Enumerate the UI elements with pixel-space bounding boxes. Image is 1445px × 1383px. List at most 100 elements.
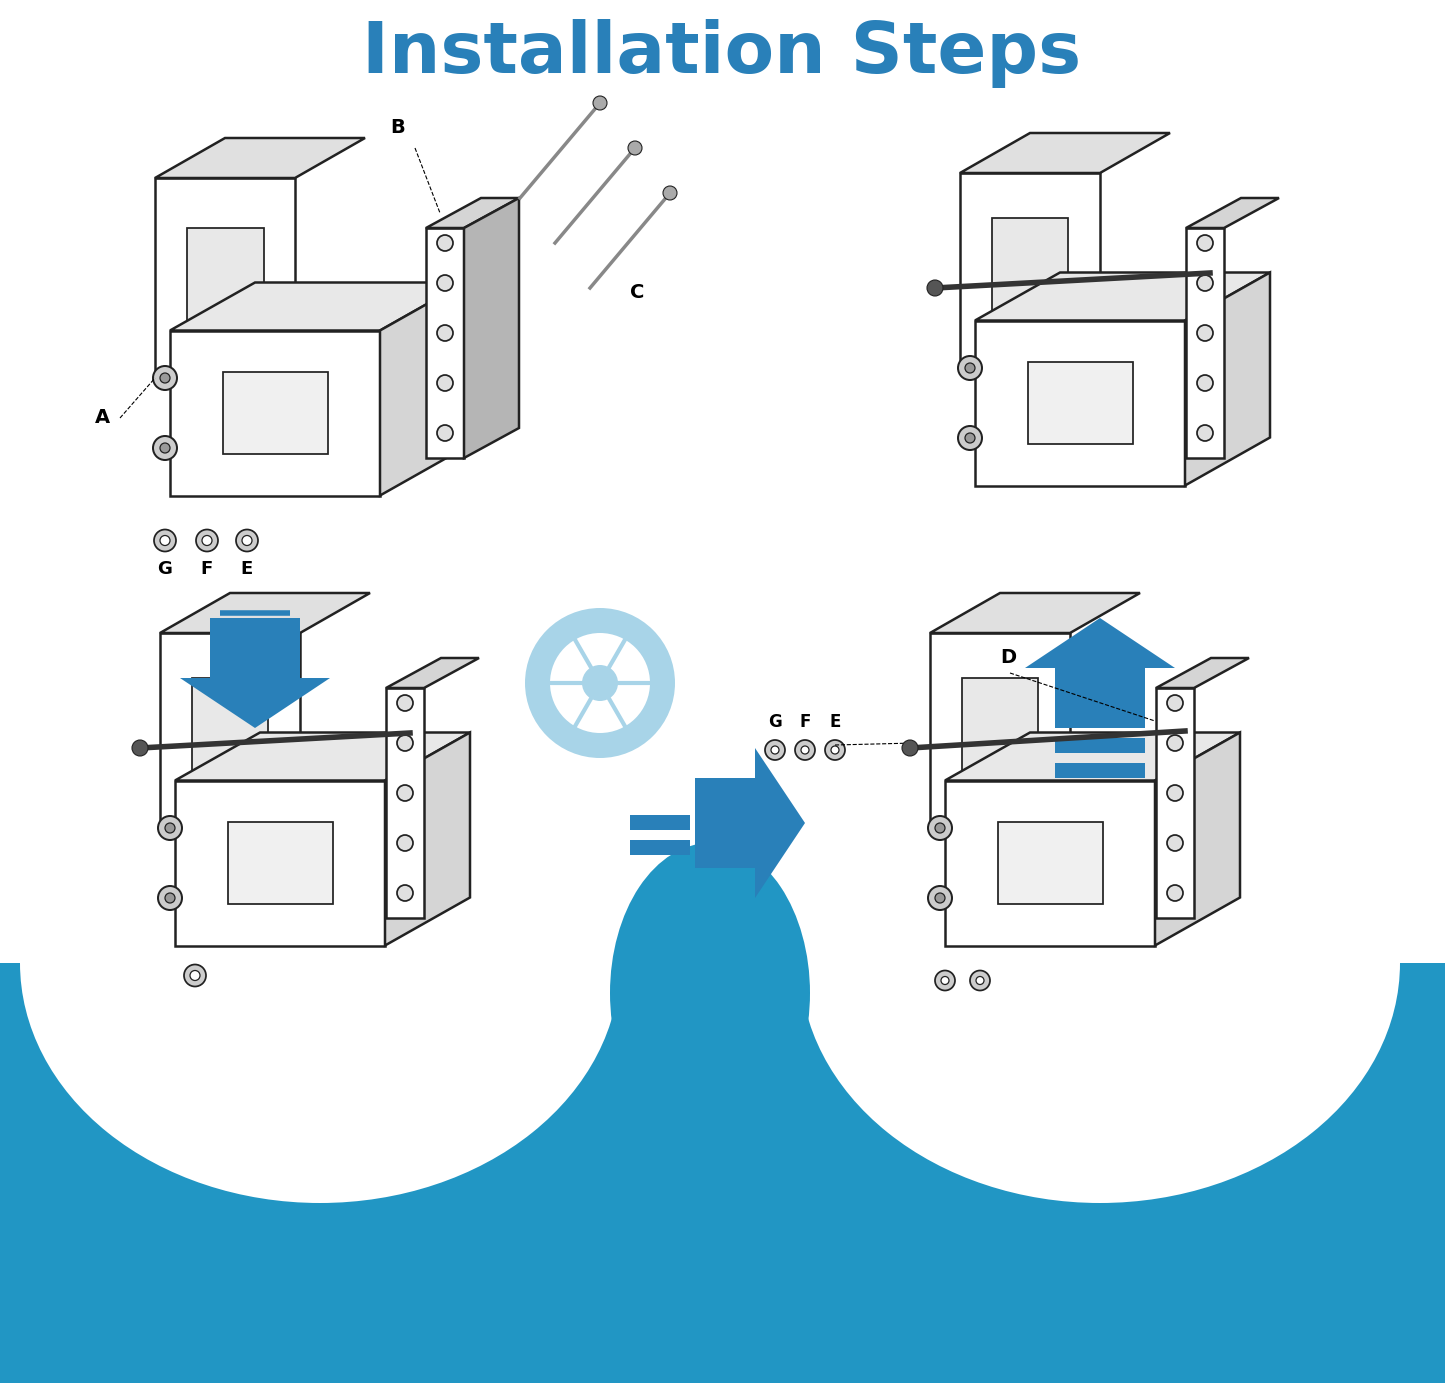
- Polygon shape: [931, 633, 1069, 833]
- Circle shape: [1196, 425, 1212, 441]
- Circle shape: [629, 141, 642, 155]
- Polygon shape: [1185, 272, 1270, 485]
- Polygon shape: [1156, 658, 1248, 687]
- Circle shape: [155, 530, 176, 552]
- Polygon shape: [386, 658, 478, 687]
- Circle shape: [764, 740, 785, 761]
- Circle shape: [1168, 885, 1183, 900]
- Circle shape: [184, 964, 207, 986]
- Polygon shape: [975, 272, 1270, 321]
- Bar: [630, 839, 691, 855]
- Circle shape: [928, 279, 944, 296]
- Circle shape: [970, 971, 990, 990]
- Circle shape: [941, 976, 949, 985]
- Polygon shape: [931, 593, 1140, 633]
- Polygon shape: [695, 748, 805, 898]
- Polygon shape: [1156, 687, 1194, 918]
- Polygon shape: [160, 633, 301, 833]
- Polygon shape: [1025, 618, 1175, 727]
- Circle shape: [928, 887, 952, 910]
- Circle shape: [1196, 235, 1212, 250]
- Circle shape: [663, 185, 678, 201]
- Polygon shape: [426, 198, 519, 228]
- Circle shape: [397, 885, 413, 900]
- Polygon shape: [223, 372, 328, 454]
- Circle shape: [801, 745, 809, 754]
- Polygon shape: [155, 138, 366, 178]
- Polygon shape: [464, 198, 519, 458]
- Polygon shape: [959, 173, 1100, 373]
- Circle shape: [831, 745, 840, 754]
- Circle shape: [1168, 696, 1183, 711]
- Circle shape: [436, 275, 452, 290]
- Polygon shape: [1186, 228, 1224, 458]
- Ellipse shape: [20, 723, 620, 1203]
- Polygon shape: [997, 822, 1103, 904]
- Circle shape: [158, 887, 182, 910]
- Polygon shape: [975, 321, 1185, 485]
- Circle shape: [158, 816, 182, 839]
- Polygon shape: [962, 678, 1038, 788]
- Circle shape: [160, 443, 171, 454]
- Circle shape: [795, 740, 815, 761]
- Polygon shape: [384, 733, 470, 946]
- Polygon shape: [1027, 362, 1133, 444]
- Polygon shape: [426, 228, 464, 458]
- Circle shape: [935, 823, 945, 833]
- Circle shape: [197, 530, 218, 552]
- Circle shape: [165, 823, 175, 833]
- Polygon shape: [155, 178, 295, 378]
- Polygon shape: [181, 618, 329, 727]
- Ellipse shape: [610, 844, 811, 1142]
- Polygon shape: [945, 780, 1155, 946]
- Circle shape: [153, 366, 176, 390]
- Circle shape: [1196, 275, 1212, 290]
- Polygon shape: [160, 593, 370, 633]
- Circle shape: [397, 734, 413, 751]
- Text: F: F: [799, 714, 811, 732]
- Circle shape: [935, 971, 955, 990]
- Bar: [1055, 763, 1144, 779]
- Circle shape: [1196, 375, 1212, 391]
- Circle shape: [436, 375, 452, 391]
- Circle shape: [202, 535, 212, 545]
- Circle shape: [397, 696, 413, 711]
- Polygon shape: [380, 282, 465, 495]
- Circle shape: [241, 535, 251, 545]
- Circle shape: [525, 609, 675, 758]
- Polygon shape: [993, 219, 1068, 328]
- Polygon shape: [1186, 198, 1279, 228]
- Circle shape: [153, 436, 176, 461]
- Text: G: G: [769, 714, 782, 732]
- Polygon shape: [1155, 733, 1240, 946]
- Polygon shape: [171, 282, 465, 331]
- Text: E: E: [829, 714, 841, 732]
- Ellipse shape: [801, 723, 1400, 1203]
- Circle shape: [1168, 835, 1183, 851]
- Circle shape: [935, 893, 945, 903]
- Bar: [630, 815, 691, 830]
- Text: Installation Steps: Installation Steps: [363, 18, 1081, 87]
- Circle shape: [958, 426, 983, 449]
- Text: D: D: [1000, 649, 1016, 667]
- FancyBboxPatch shape: [640, 913, 780, 993]
- Text: G: G: [158, 560, 172, 578]
- Text: E: E: [241, 560, 253, 578]
- Polygon shape: [386, 687, 423, 918]
- Circle shape: [131, 740, 147, 757]
- Circle shape: [160, 373, 171, 383]
- Bar: [1055, 739, 1144, 752]
- Polygon shape: [175, 780, 384, 946]
- Circle shape: [397, 786, 413, 801]
- Circle shape: [902, 740, 918, 757]
- Polygon shape: [171, 331, 380, 495]
- Circle shape: [236, 530, 259, 552]
- Circle shape: [436, 325, 452, 342]
- Circle shape: [975, 976, 984, 985]
- Polygon shape: [175, 733, 470, 780]
- Circle shape: [928, 816, 952, 839]
- Circle shape: [1196, 325, 1212, 342]
- Polygon shape: [192, 678, 267, 788]
- Circle shape: [436, 425, 452, 441]
- Circle shape: [165, 893, 175, 903]
